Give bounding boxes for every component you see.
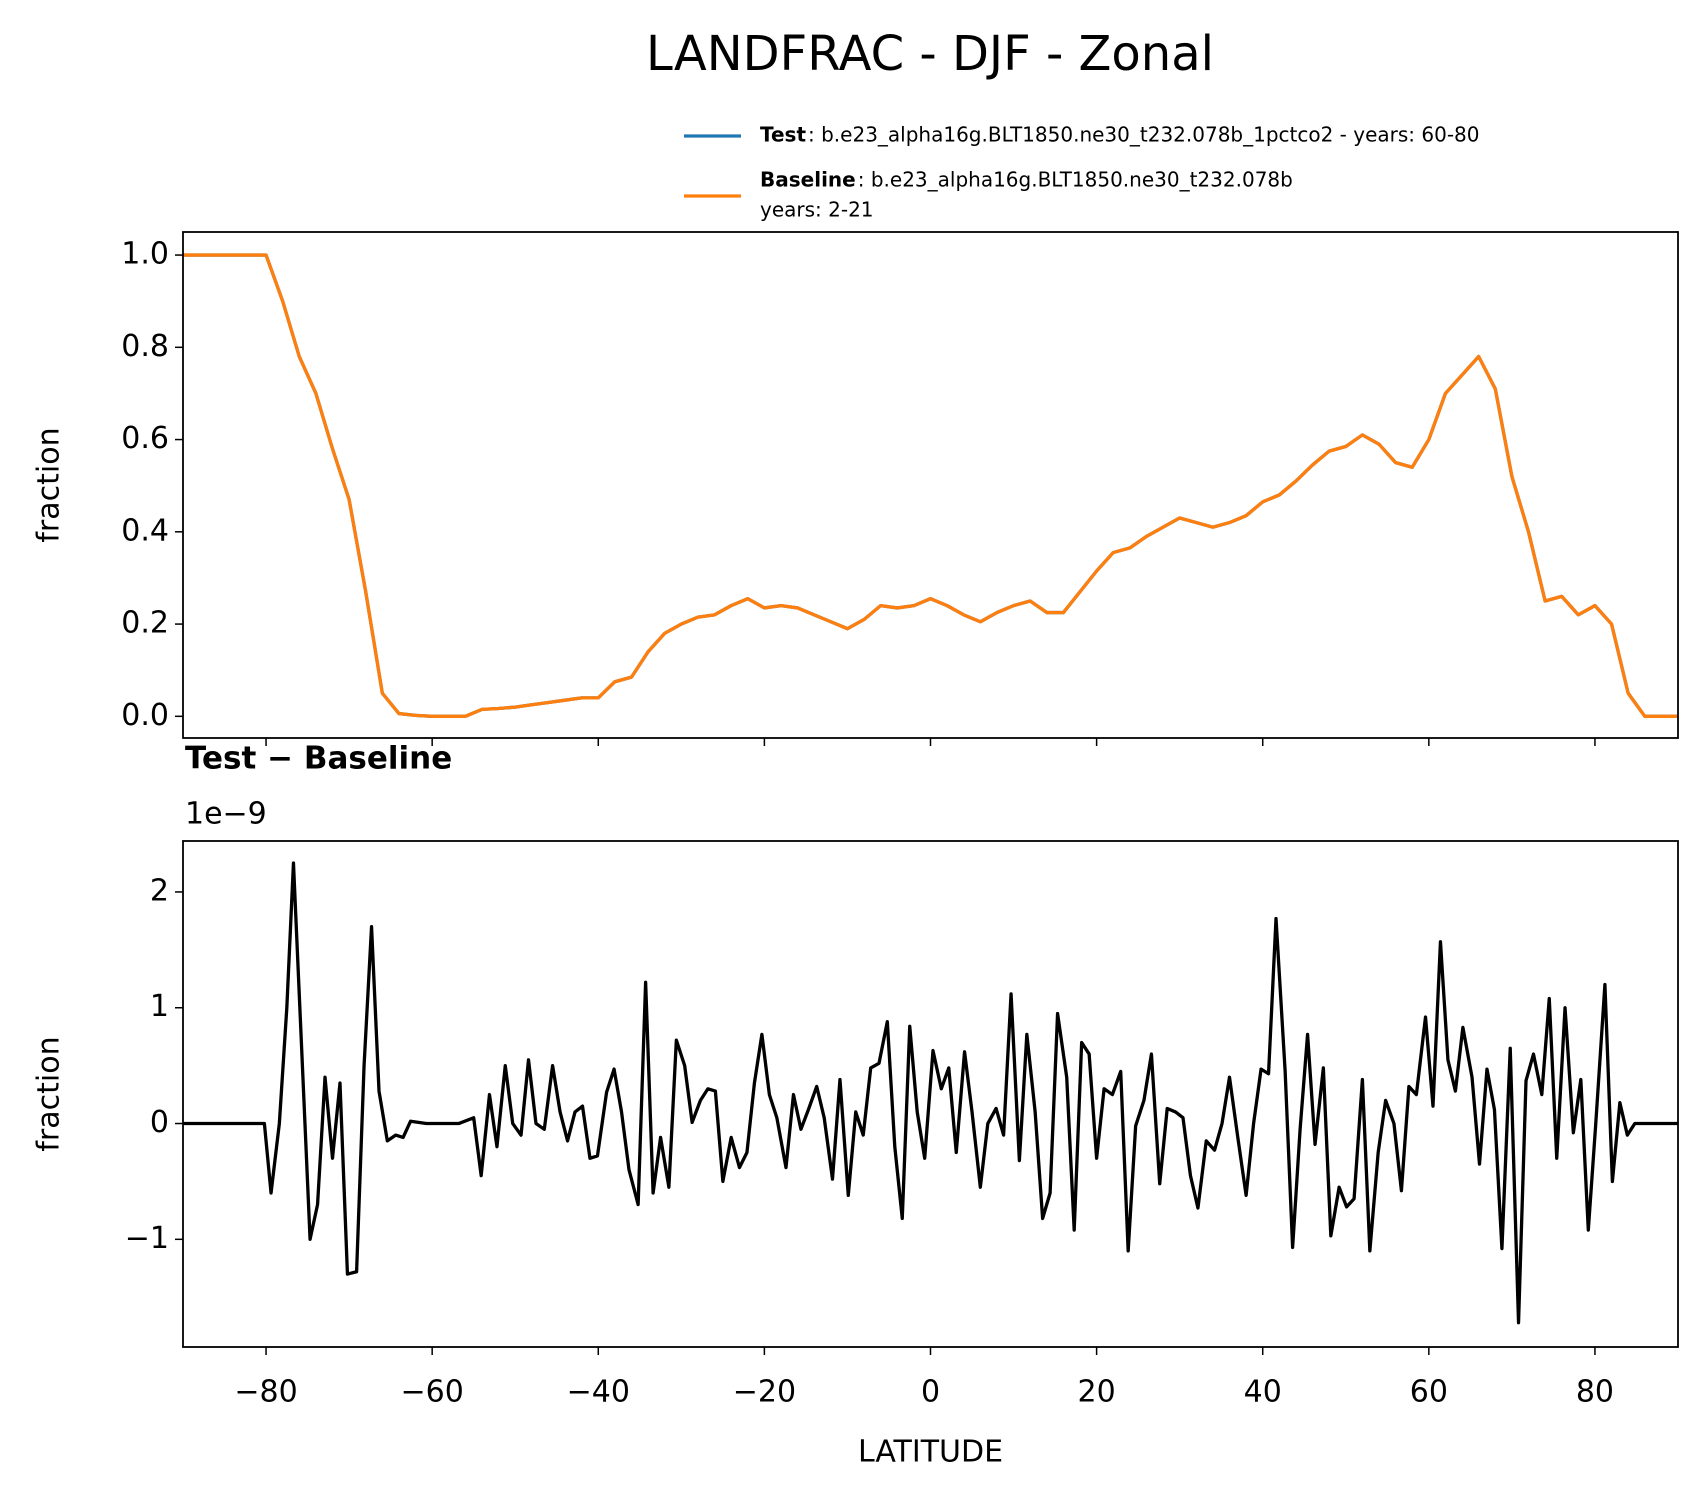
subplot-title: Test − Baseline xyxy=(185,741,452,777)
x-tick-label: 80 xyxy=(1576,1375,1614,1410)
y-tick-label: 0.2 xyxy=(121,606,169,641)
y-tick-label: 0.4 xyxy=(121,513,169,548)
legend-label: : b.e23_alpha16g.BLT1850.ne30_t232.078b_… xyxy=(808,123,1480,147)
legend-label: years: 2-21 xyxy=(760,198,874,222)
y-tick-label: −1 xyxy=(125,1221,169,1256)
y-tick-label: 2 xyxy=(150,873,169,908)
legend-name: Test xyxy=(760,123,806,147)
figure-title: LANDFRAC - DJF - Zonal xyxy=(646,26,1214,82)
legend-label: : b.e23_alpha16g.BLT1850.ne30_t232.078b xyxy=(858,168,1293,192)
axes-frame xyxy=(182,840,1679,1348)
y-tick-label: 0.6 xyxy=(121,421,169,456)
x-tick-label: 60 xyxy=(1410,1375,1448,1410)
data-line xyxy=(183,253,1678,718)
x-tick-label: −40 xyxy=(567,1375,630,1410)
x-tick-label: −20 xyxy=(733,1375,796,1410)
axes-frame xyxy=(182,231,1679,739)
y-tick-label: 1.0 xyxy=(121,237,169,272)
y-axis-label: fraction xyxy=(32,427,67,542)
x-tick-label: 0 xyxy=(921,1375,940,1410)
y-axis-label: fraction xyxy=(32,1036,67,1151)
x-tick-label: 40 xyxy=(1244,1375,1282,1410)
x-tick-label: −60 xyxy=(401,1375,464,1410)
y-tick-label: 1 xyxy=(150,989,169,1024)
legend-name: Baseline xyxy=(760,168,856,192)
data-line xyxy=(183,861,1678,1325)
y-tick-label: 0 xyxy=(150,1105,169,1140)
x-tick-label: 20 xyxy=(1078,1375,1116,1410)
x-axis-label: LATITUDE xyxy=(858,1435,1003,1470)
y-tick-label: 0.8 xyxy=(121,329,169,364)
axis-offset-label: 1e−9 xyxy=(185,797,267,832)
y-tick-label: 0.0 xyxy=(121,698,169,733)
x-tick-label: −80 xyxy=(234,1375,297,1410)
